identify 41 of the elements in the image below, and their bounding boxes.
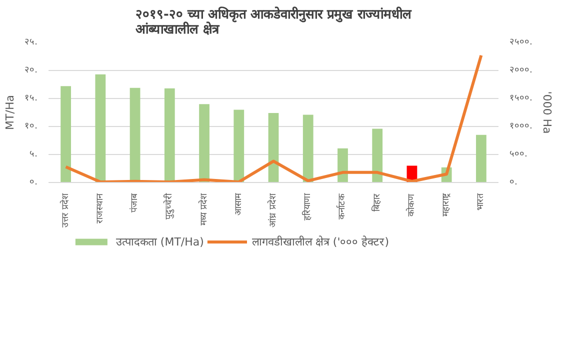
- x-tick-label: पंजाब: [129, 192, 140, 212]
- bar: [95, 74, 106, 182]
- bar: [372, 128, 383, 182]
- legend-label: लागवडीखालील क्षेत्र ('००० हेक्टर): [252, 234, 390, 248]
- y2-tick-label: २५००.: [510, 38, 532, 48]
- y2-tick-label: १५००.: [510, 94, 532, 104]
- legend-label: उत्पादकता (MT/Ha): [116, 234, 204, 248]
- y2-tick-label: ०.: [510, 178, 518, 188]
- bar: [164, 88, 175, 182]
- y-tick-label: १०.: [24, 122, 38, 132]
- line-series: [64, 54, 483, 182]
- y-tick-label: २५.: [24, 38, 38, 48]
- x-tick-label: बिहार: [370, 194, 382, 212]
- y2-tick-label: ५००.: [510, 150, 528, 160]
- y-tick-label: ०.: [30, 178, 38, 188]
- y2-axis-title: '000 Ha: [540, 91, 554, 134]
- x-tick-label: आसाम: [234, 192, 244, 216]
- x-tick-label: भारत: [476, 192, 486, 210]
- bar: [234, 110, 244, 182]
- y-tick-label: १५.: [24, 94, 38, 104]
- x-tick-label: महाराष्ट्र: [442, 192, 452, 216]
- x-tick-label: आंध्र प्रदेश: [266, 192, 278, 228]
- x-tick-label: मध्य प्रदेश: [197, 192, 210, 226]
- y-tick-label: २०.: [24, 66, 38, 76]
- bar: [338, 148, 348, 182]
- bar: [60, 86, 71, 182]
- y2-tick-label: १०००.: [510, 122, 532, 132]
- x-tick-label: उत्तर प्रदेश: [58, 192, 71, 228]
- bar: [199, 104, 210, 182]
- chart-title: २०१९-२० च्या अधिकृत आकडेवारीनुसार प्रमुख राज्यांमधील आंब्याखालील क्षेत्र: [135, 6, 413, 38]
- x-tick-label: राजस्थान: [95, 192, 106, 224]
- y-tick-label: ५.: [30, 150, 38, 160]
- x-tick-label: हरियाणा: [301, 192, 314, 220]
- x-tick-label: कर्नाटक: [336, 192, 348, 220]
- x-tick-label: पुदुच्चेरी: [162, 192, 175, 220]
- x-tick-label: कोकण: [404, 194, 417, 216]
- y2-tick-label: २०००.: [510, 66, 532, 76]
- y-axis-title: MT/Ha: [4, 95, 17, 130]
- bar: [476, 134, 486, 182]
- bar: [302, 114, 314, 182]
- bar: [268, 113, 279, 182]
